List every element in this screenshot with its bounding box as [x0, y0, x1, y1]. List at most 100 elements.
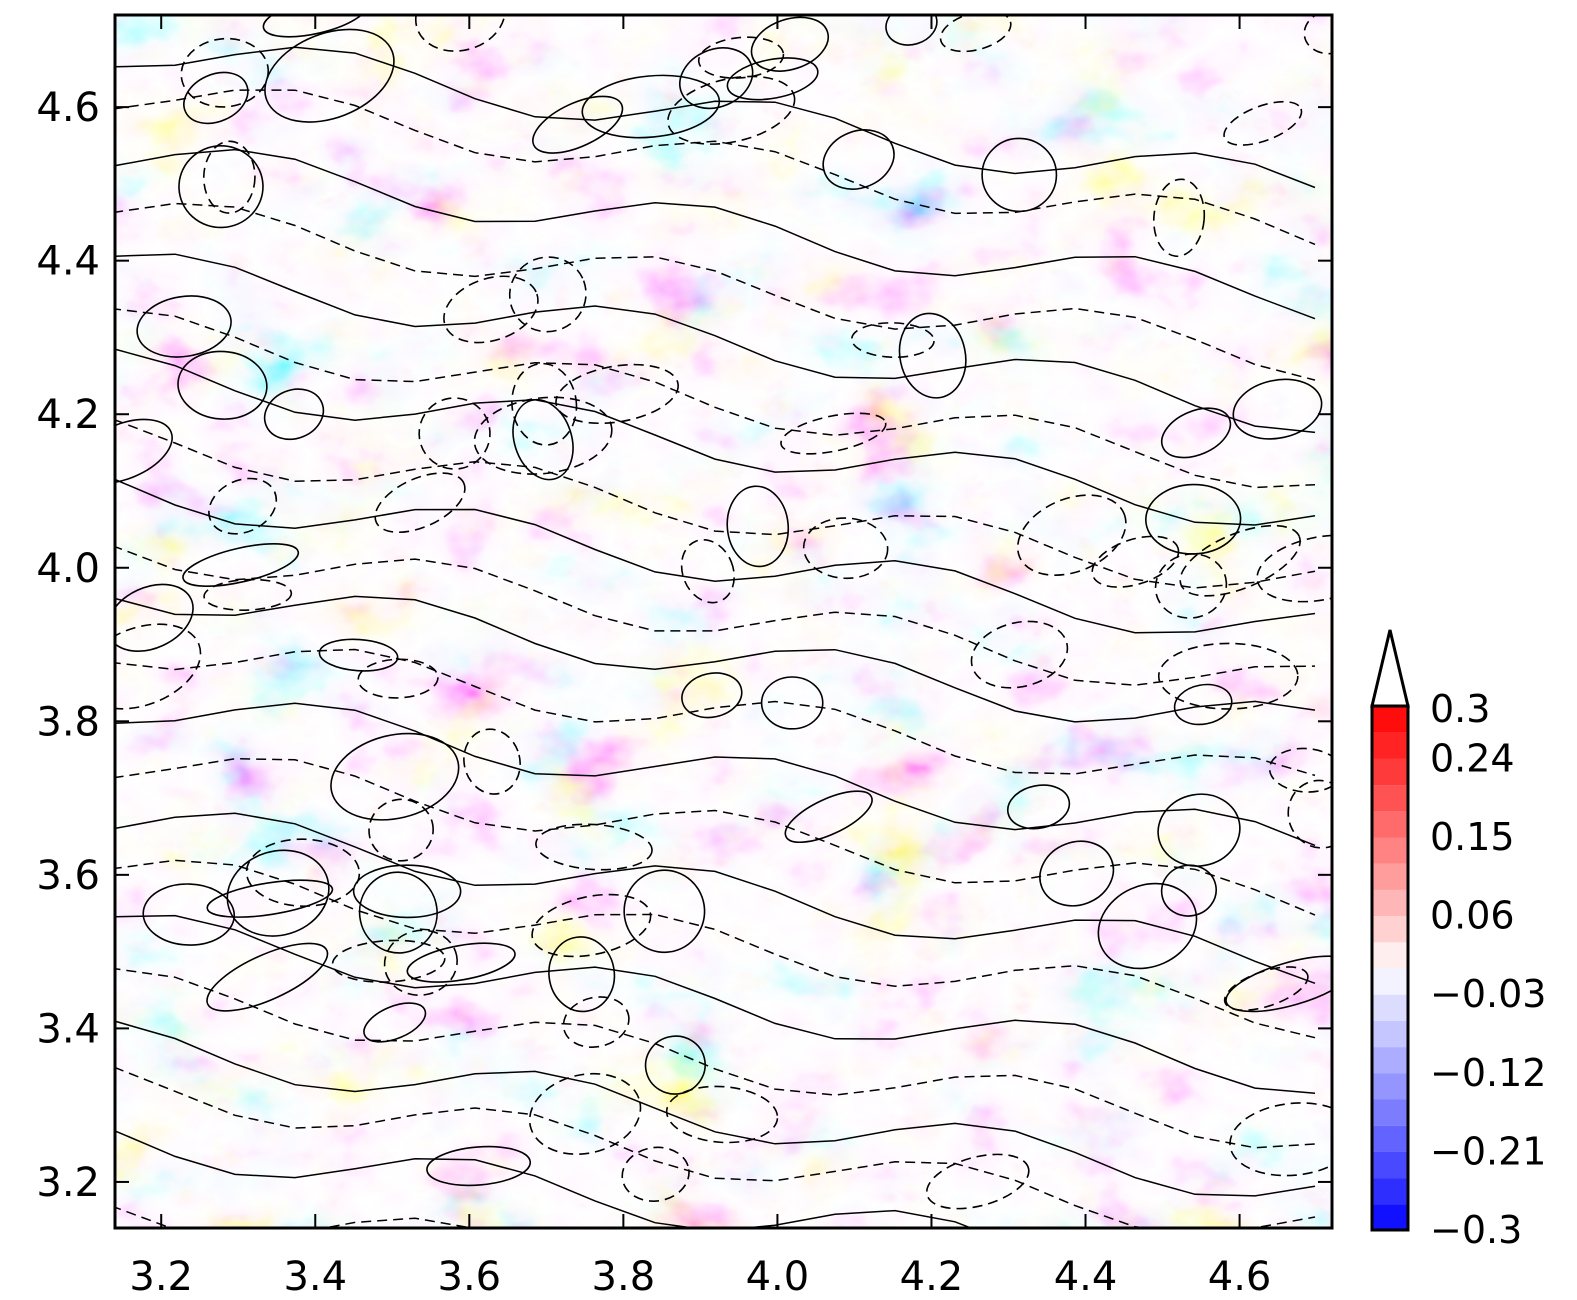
colorbar-cell: [1372, 994, 1408, 1021]
contour-line: [115, 308, 1316, 489]
colorbar-cell: [1372, 941, 1408, 969]
contour-loop: [330, 732, 460, 821]
contour-loop: [318, 638, 399, 672]
contour-line: [115, 585, 1316, 723]
contour-loop: [1006, 784, 1071, 830]
contour-loop: [1154, 553, 1228, 619]
heatmap-detail: [115, 15, 1332, 1228]
contour-loop: [463, 728, 521, 795]
contour-line: [115, 44, 1316, 189]
y-tick-label: 3.2: [36, 1160, 100, 1206]
contour-loop: [1223, 100, 1303, 146]
contour-loop: [368, 798, 434, 862]
contour-loop: [780, 412, 887, 455]
contour-loop: [750, 16, 830, 72]
contour-loop: [802, 517, 889, 580]
contour-loop: [262, 15, 368, 38]
colorbar-cell: [1372, 810, 1408, 838]
contour-loop: [426, 1145, 532, 1187]
y-tick-label: 4.6: [36, 85, 100, 131]
contour-loop: [331, 939, 446, 983]
colorbar-cell: [1372, 1020, 1408, 1048]
x-tick-label: 3.8: [592, 1254, 656, 1300]
contour-loop: [822, 129, 895, 190]
x-tick-label: 4.6: [1208, 1254, 1272, 1300]
colorbar: 0.3 0.24 0.15 0.06 −0.03 −0.12 −0.21 −0.3: [1370, 629, 1546, 1252]
contour-loop: [562, 996, 630, 1048]
contour-loop: [374, 472, 466, 534]
contour-line: [115, 757, 1316, 916]
contour-line: [115, 812, 1316, 985]
contour-loop: [1179, 524, 1301, 597]
contour-loop: [680, 538, 735, 604]
contour-loop: [245, 838, 361, 907]
contour-loop: [115, 583, 194, 652]
contour-loop: [623, 869, 706, 954]
colorbar-label: −0.3: [1430, 1208, 1522, 1252]
contour-line: [115, 1066, 1316, 1228]
x-axis: 3.2 3.4 3.6 3.8 4.0 4.2 4.4 4.6: [129, 15, 1271, 1300]
contour-loop: [1225, 955, 1332, 1013]
contour-loop: [1145, 483, 1242, 555]
contour-loop: [264, 28, 395, 123]
colorbar-cell: [1372, 1125, 1408, 1152]
contour-loop: [208, 477, 278, 535]
contour-loop: [203, 578, 293, 611]
contour-loop: [358, 871, 438, 954]
x-tick-label: 3.2: [129, 1254, 193, 1300]
colorbar-cell: [1372, 1177, 1408, 1205]
contour-loop: [1097, 882, 1198, 970]
colorbar-frame: [1370, 704, 1410, 1232]
contour-line: [115, 348, 1316, 526]
y-tick-label: 3.4: [36, 1006, 100, 1052]
contour-loop: [406, 942, 516, 983]
colorbar-cell: [1372, 758, 1408, 786]
contour-loop: [1152, 178, 1206, 258]
x-tick-label: 3.4: [283, 1254, 347, 1300]
contour-lines: [115, 15, 1332, 1228]
colorbar-label: −0.12: [1430, 1051, 1546, 1095]
colorbar-labels: 0.3 0.24 0.15 0.06 −0.03 −0.12 −0.21 −0.3: [1430, 687, 1546, 1252]
contour-loop: [206, 879, 334, 918]
contour-loop: [885, 15, 938, 46]
colorbar-cell: [1372, 968, 1408, 995]
contour-loop: [681, 672, 743, 719]
contour-line: [115, 419, 1316, 589]
plot-area: [115, 15, 1332, 1228]
y-tick-label: 4.4: [36, 239, 100, 285]
x-tick-label: 4.0: [746, 1254, 810, 1300]
colorbar-extend-triangle: [1370, 629, 1410, 708]
contour-loop: [531, 893, 652, 958]
y-tick-label: 4.0: [36, 546, 100, 592]
contour-loop: [925, 1153, 1030, 1210]
colorbar-cell: [1372, 837, 1408, 864]
contour-loop: [970, 620, 1069, 689]
contour-loop: [115, 418, 173, 485]
contour-line: [115, 914, 1316, 1095]
colorbar-label: 0.15: [1430, 815, 1515, 859]
contour-line: [115, 1020, 1316, 1197]
contour-loop: [136, 295, 232, 358]
colorbar-label: 0.24: [1430, 736, 1515, 780]
y-axis: 4.6 4.4 4.2 4.0 3.8 3.6 3.4 3.2: [36, 85, 1332, 1206]
contour-loop: [206, 942, 329, 1012]
colorbar-cell: [1372, 706, 1408, 733]
contour-loop: [183, 71, 249, 125]
contour-loop: [784, 790, 873, 844]
contour-loop: [352, 864, 462, 919]
colorbar-cell: [1372, 889, 1408, 917]
contour-loop: [1256, 534, 1332, 603]
y-tick-label: 4.2: [36, 392, 100, 438]
contour-loop: [665, 1085, 779, 1144]
colorbar-cell: [1372, 1046, 1408, 1074]
x-tick-label: 4.2: [900, 1254, 964, 1300]
contour-loop: [1160, 407, 1232, 459]
contour-loop: [263, 388, 325, 441]
colorbar-cell: [1372, 784, 1408, 812]
contour-loop: [511, 362, 578, 446]
colorbar-cell: [1372, 1099, 1408, 1126]
y-tick-label: 3.6: [36, 853, 100, 899]
colorbar-cell: [1372, 1203, 1408, 1231]
contour-loop: [1016, 494, 1127, 576]
colorbar-cell: [1372, 915, 1408, 943]
